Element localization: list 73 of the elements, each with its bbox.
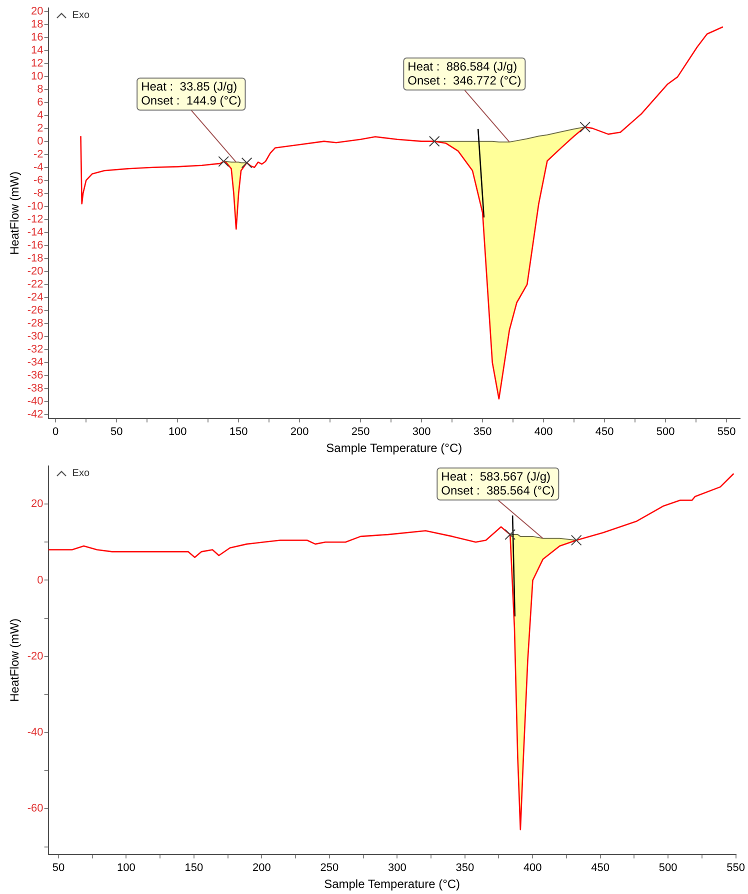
y-tick-label: -40	[27, 396, 44, 408]
y-tick-label: 0	[37, 574, 44, 586]
y-tick-label: -24	[27, 291, 44, 304]
annotation: Exo	[72, 468, 90, 479]
y-tick-label: -36	[27, 370, 44, 382]
x-tick-label: 400	[534, 426, 553, 438]
y-tick-label: -2	[34, 148, 44, 160]
x-tick-label: 200	[290, 426, 309, 438]
x-tick-label: 350	[473, 426, 492, 438]
point	[428, 136, 440, 147]
y-tick-label: -8	[34, 187, 44, 200]
x-tick-label: 550	[726, 862, 746, 874]
x-tick-label: 100	[117, 862, 136, 874]
x-tick-label: 200	[252, 862, 271, 874]
y-tick-label: 6	[37, 96, 44, 108]
y-tick-label: -26	[27, 304, 44, 316]
y-tick-label: -14	[27, 226, 44, 238]
x-tick-label: 0	[52, 426, 59, 438]
y-tick-label: 20	[31, 5, 44, 18]
y-tick-label: -6	[34, 174, 44, 186]
x-tick-label: 450	[595, 426, 614, 438]
x-tick-label: 150	[184, 862, 204, 874]
y-axis-title: HeatFlow (mW)	[8, 172, 22, 255]
x-tick-label: 50	[110, 426, 123, 438]
x-tick-label: 500	[658, 862, 678, 874]
point	[241, 157, 252, 168]
x-tick-label: 550	[717, 426, 736, 438]
y-tick-label: -32	[27, 343, 44, 356]
x-tick-label: 250	[320, 862, 339, 874]
x-tick-label: 400	[523, 862, 542, 874]
y-tick-label: 12	[31, 57, 44, 70]
y-tick-label: 14	[31, 44, 44, 56]
x-tick-label: 100	[168, 426, 187, 438]
y-tick-label: -22	[27, 278, 44, 290]
y-tick-label: -34	[27, 356, 44, 368]
annotation: Heat : 33.85 (J/g) Onset : 144.9 (°C)	[141, 79, 242, 108]
x-tick-label: 350	[456, 862, 474, 874]
x-tick-label: 300	[412, 426, 431, 438]
y-tick-label: -4	[34, 161, 44, 174]
y-tick-label: -28	[27, 317, 44, 330]
y-tick-label: 4	[37, 109, 44, 122]
y-tick-label: -20	[27, 650, 44, 662]
y-tick-label: -12	[27, 213, 44, 226]
annotation: Heat : 583.567 (J/g) Onset : 385.564 (°C)	[441, 469, 555, 498]
x-axis-title: Sample Temperature (°C)	[326, 441, 462, 456]
y-tick-label: 18	[31, 18, 44, 30]
y-tick-label: 0	[37, 135, 44, 148]
x-tick-label: 300	[388, 862, 406, 874]
y-tick-label: 20	[31, 498, 44, 510]
x-tick-label: 500	[656, 426, 675, 438]
y-tick-label: -38	[27, 382, 44, 395]
y-tick-label: 8	[37, 83, 44, 96]
x-tick-label: 450	[591, 862, 610, 874]
y-tick-label: -10	[27, 200, 44, 212]
annotation: Heat : 886.584 (J/g) Onset : 346.772 (°C)	[408, 59, 522, 88]
point	[580, 122, 591, 132]
y-tick-label: -30	[27, 330, 44, 342]
y-tick-label: -16	[27, 239, 44, 252]
x-axis-title: Sample Temperature (°C)	[324, 877, 460, 892]
y-axis-title: HeatFlow (mW)	[8, 618, 22, 702]
y-tick-label: 2	[37, 122, 44, 134]
y-tick-label: -20	[27, 265, 44, 278]
annotation: Exo	[72, 10, 90, 21]
x-tick-label: 150	[229, 426, 248, 438]
y-tick-label: -42	[27, 408, 44, 421]
x-tick-label: 250	[351, 426, 370, 438]
y-tick-label: -18	[27, 252, 44, 264]
x-tick-label: 50	[52, 862, 65, 874]
y-tick-label: 16	[31, 31, 44, 44]
y-tick-label: 10	[31, 70, 44, 82]
y-tick-label: -40	[27, 726, 44, 739]
point	[218, 156, 230, 167]
y-tick-label: -60	[27, 802, 44, 815]
